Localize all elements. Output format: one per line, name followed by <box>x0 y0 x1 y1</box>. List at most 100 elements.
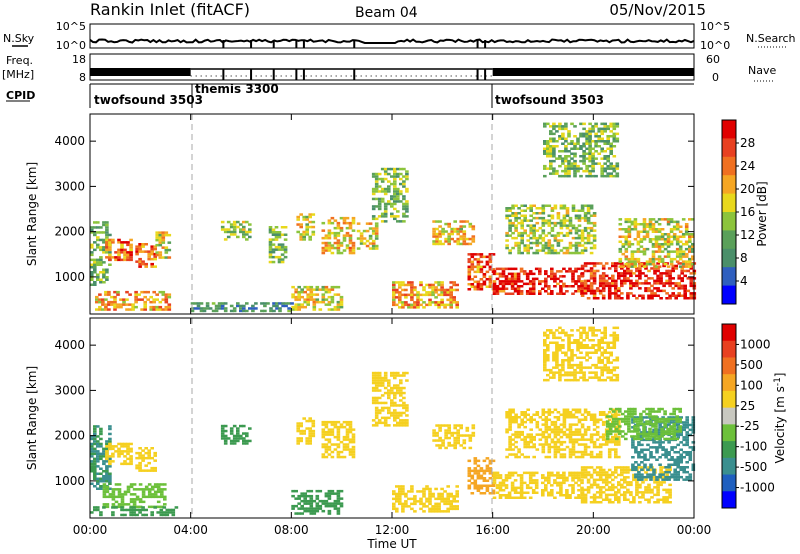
echo-cell <box>111 506 115 509</box>
echo-cell <box>324 290 329 294</box>
echo-cell <box>562 416 567 419</box>
echo-cell <box>510 486 515 490</box>
echo-cell <box>531 277 536 281</box>
echo-cell <box>336 234 341 237</box>
echo-cell <box>90 442 94 446</box>
echo-cell <box>523 214 527 217</box>
echo-cell <box>601 478 606 482</box>
echo-cell <box>580 468 585 472</box>
echo-cell <box>520 234 524 237</box>
echo-cell <box>641 282 645 285</box>
echo-cell <box>649 463 653 466</box>
echo-cell <box>547 224 552 227</box>
echo-cell <box>574 280 578 283</box>
echo-cell <box>668 294 672 297</box>
echo-cell <box>315 300 320 304</box>
echo-cell <box>517 435 521 439</box>
echo-cell <box>428 301 432 304</box>
echo-cell <box>108 487 112 490</box>
echo-cell <box>380 421 385 425</box>
echo-cell <box>632 498 636 501</box>
echo-cell <box>513 272 518 276</box>
echo-cell <box>117 442 121 446</box>
echo-cell <box>565 209 570 212</box>
echo-cell <box>559 292 563 295</box>
echo-cell <box>513 489 518 492</box>
echo-cell <box>105 447 109 451</box>
echo-cell <box>143 295 147 299</box>
echo-cell <box>685 423 689 427</box>
echo-cell <box>598 468 603 472</box>
echo-cell <box>615 132 620 136</box>
echo-cell <box>333 507 338 510</box>
echo-cell <box>291 507 295 510</box>
echo-cell <box>601 481 606 484</box>
echo-cell <box>102 447 106 451</box>
echo-cell <box>383 177 388 181</box>
echo-cell <box>580 274 585 278</box>
echo-cell <box>627 230 632 233</box>
echo-cell <box>90 460 94 463</box>
echo-cell <box>162 513 167 517</box>
echo-cell <box>550 272 554 276</box>
echo-cell <box>271 233 276 236</box>
echo-cell <box>479 260 484 264</box>
echo-cell <box>374 205 379 208</box>
echo-cell <box>336 494 341 498</box>
echo-cell <box>538 280 542 283</box>
echo-cell <box>345 420 350 424</box>
echo-cell <box>556 440 561 444</box>
echo-cell <box>673 475 677 479</box>
echo-cell <box>416 296 420 299</box>
echo-cell <box>158 233 163 237</box>
echo-cell <box>443 500 447 503</box>
echo-cell <box>488 265 493 269</box>
echo-cell <box>614 297 618 300</box>
echo-cell <box>465 237 470 241</box>
echo-cell <box>580 438 585 441</box>
echo-cell <box>630 252 635 256</box>
echo-cell <box>633 417 637 421</box>
echo-cell <box>621 252 626 256</box>
echo-cell <box>220 432 225 435</box>
echo-cell <box>93 430 97 433</box>
echo-cell <box>600 130 604 133</box>
echo-cell <box>614 264 618 268</box>
echo-cell <box>595 420 600 424</box>
echo-cell <box>351 216 356 220</box>
echo-cell <box>93 470 97 473</box>
echo-cell <box>553 249 558 252</box>
echo-cell <box>119 305 123 309</box>
echo-cell <box>583 241 588 245</box>
echo-cell <box>277 248 282 251</box>
echo-cell <box>541 443 546 446</box>
echo-cell <box>401 283 405 287</box>
echo-cell <box>401 301 405 304</box>
echo-cell <box>594 132 598 136</box>
echo-cell <box>102 462 106 466</box>
echo-cell <box>568 411 573 414</box>
echo-cell <box>383 421 388 425</box>
echo-cell <box>520 413 524 416</box>
echo-cell <box>141 488 146 491</box>
echo-cell <box>641 294 645 297</box>
echo-cell <box>505 430 509 434</box>
echo-cell <box>95 295 99 299</box>
echo-cell <box>398 485 402 488</box>
echo-cell <box>135 505 140 509</box>
echo-cell <box>393 192 397 196</box>
echo-cell <box>390 195 394 198</box>
echo-cell <box>309 290 314 294</box>
echo-cell <box>550 216 555 220</box>
echo-cell <box>126 447 130 451</box>
echo-cell <box>637 441 641 444</box>
echo-cell <box>663 218 668 221</box>
echo-cell <box>223 230 228 234</box>
echo-cell <box>161 256 166 259</box>
echo-cell <box>544 440 549 444</box>
echo-cell <box>348 438 353 441</box>
echo-cell <box>93 508 97 512</box>
echo-cell <box>680 287 684 290</box>
echo-cell <box>242 437 246 440</box>
echo-cell <box>377 411 382 415</box>
